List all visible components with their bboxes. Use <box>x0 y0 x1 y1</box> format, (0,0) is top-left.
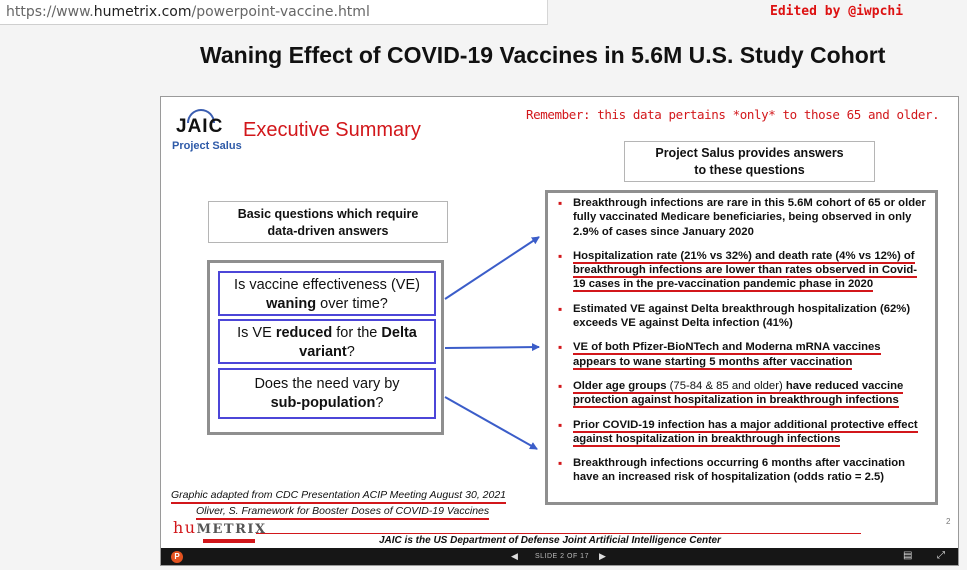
jaic-footer: JAIC is the US Department of Defense Joi… <box>379 535 721 546</box>
q2-mid: for the <box>332 325 382 341</box>
answer-text: VE of both Pfizer-BioNTech and Moderna m… <box>573 341 881 370</box>
basic-line-1: Basic questions which require <box>237 207 419 221</box>
q1-bold: waning <box>266 296 317 312</box>
salus-line-2: to these questions <box>694 163 805 177</box>
question-delta: Is VE reduced for the Delta variant? <box>218 319 436 364</box>
edited-by-label: Edited by @iwpchi <box>770 4 904 19</box>
answer-text-b: have reduced vaccine protection against … <box>573 379 904 407</box>
footer-divider <box>256 533 861 534</box>
url-prefix: https://www. <box>6 4 94 20</box>
salus-answers-box: Project Salus provides answers to these … <box>624 141 875 182</box>
arrow-to-middle <box>444 343 540 352</box>
logo-text: JAIC <box>176 116 224 137</box>
slideshow-controls: P ◀ SLIDE 2 OF 17 ▶ ▤ ⤢ <box>161 548 958 565</box>
answer-text: Prior COVID-19 infection has a major add… <box>573 418 918 447</box>
answer-item: VE of both Pfizer-BioNTech and Moderna m… <box>558 340 927 370</box>
answer-item: Breakthrough infections occurring 6 mont… <box>558 456 927 485</box>
arrow-to-top <box>444 236 540 300</box>
answer-text: Older age groups (75-84 & 85 and older) … <box>573 379 904 409</box>
answer-item: Older age groups (75-84 & 85 and older) … <box>558 379 927 409</box>
url-text[interactable]: https://www.humetrix.com/powerpoint-vacc… <box>6 4 370 20</box>
menu-icon[interactable]: ▤ <box>903 550 913 561</box>
footnote-oliver: Oliver, S. Framework for Booster Doses o… <box>196 505 490 520</box>
prev-arrow-icon[interactable]: ◀ <box>511 551 518 561</box>
answer-text-a: Older age groups <box>573 379 670 392</box>
arrow-to-bottom <box>444 396 538 450</box>
logo-subtitle: Project Salus <box>172 140 242 152</box>
page-title: Waning Effect of COVID-19 Vaccines in 5.… <box>200 42 886 68</box>
basic-questions-box: Basic questions which require data-drive… <box>208 201 448 243</box>
q2-post: ? <box>346 344 355 360</box>
fullscreen-icon[interactable]: ⤢ <box>937 550 945 561</box>
brand-rest: METRIX <box>196 522 267 537</box>
presentation-slide[interactable]: JAIC Project Salus Executive Summary Rem… <box>160 96 959 566</box>
office-icon[interactable]: P <box>171 551 183 563</box>
url-path: /powerpoint-vaccine.html <box>191 4 370 20</box>
salus-line-1: Project Salus provides answers <box>655 146 844 160</box>
q3-pre: Does the need vary by <box>254 376 400 392</box>
question-subpopulation: Does the need vary by sub-population? <box>218 368 436 419</box>
answer-item: Breakthrough infections are rare in this… <box>558 196 927 239</box>
question-waning: Is vaccine effectiveness (VE) waning ove… <box>218 271 436 316</box>
jaic-logo: JAIC Project Salus <box>169 108 242 153</box>
questions-panel: Is vaccine effectiveness (VE) waning ove… <box>207 260 444 435</box>
answer-text: Breakthrough infections occurring 6 mont… <box>573 457 906 484</box>
q2-bold2: Delta variant <box>299 325 417 360</box>
q2-pre: Is VE <box>237 325 276 341</box>
basic-line-2: data-driven answers <box>267 224 389 238</box>
answer-item: Hospitalization rate (21% vs 32%) and de… <box>558 249 927 293</box>
q3-post: ? <box>375 395 384 411</box>
q1-pre: Is vaccine effectiveness (VE) <box>234 277 420 293</box>
answers-list: Breakthrough infections are rare in this… <box>548 193 935 485</box>
answer-text-plain: (75-84 & 85 and older) <box>669 379 783 392</box>
brand-underline <box>203 539 255 543</box>
brand-hu: hu <box>173 518 197 537</box>
remember-note: Remember: this data pertains *only* to t… <box>526 107 940 122</box>
slide-heading: Executive Summary <box>243 119 421 141</box>
answers-panel: Breakthrough infections are rare in this… <box>545 190 938 505</box>
answer-item: Estimated VE against Delta breakthrough … <box>558 302 927 331</box>
humetrix-logo: huMETRIX <box>173 518 267 537</box>
answer-text: Breakthrough infections are rare in this… <box>573 197 926 238</box>
q2-bold: reduced <box>275 325 333 341</box>
slide-page-number: 2 <box>946 517 951 526</box>
url-domain: humetrix.com <box>93 4 192 20</box>
q1-post: over time? <box>316 296 388 312</box>
q3-bold: sub-population <box>270 395 376 411</box>
answer-item: Prior COVID-19 infection has a major add… <box>558 418 927 447</box>
next-arrow-icon[interactable]: ▶ <box>599 551 606 561</box>
address-bar[interactable]: https://www.humetrix.com/powerpoint-vacc… <box>0 0 548 25</box>
slide-indicator: SLIDE 2 OF 17 <box>535 553 589 560</box>
answer-text: Hospitalization rate (21% vs 32%) and de… <box>573 249 917 293</box>
footnote-cdc: Graphic adapted from CDC Presentation AC… <box>171 489 507 504</box>
answer-text: Estimated VE against Delta breakthrough … <box>573 302 911 330</box>
